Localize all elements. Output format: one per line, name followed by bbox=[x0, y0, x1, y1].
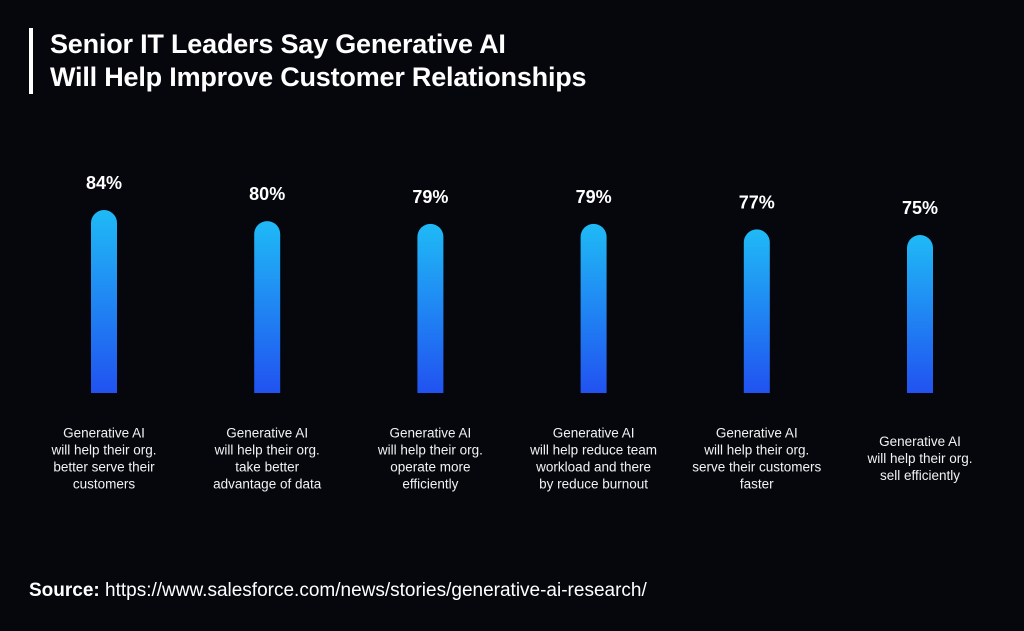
value-label: 84% bbox=[86, 173, 122, 193]
bar bbox=[417, 223, 444, 393]
category-label-line: efficiently bbox=[402, 477, 458, 492]
category-label: Generative AI will help reduce team worklo… bbox=[529, 426, 657, 492]
source-url[interactable]: https://www.salesforce.com/news/stories/… bbox=[105, 580, 647, 601]
category-label: Generative AI will help their org. serve t… bbox=[692, 426, 821, 492]
category-label-line: faster bbox=[740, 477, 774, 492]
chart-title: Senior IT Leaders Say Generative AI Will… bbox=[29, 28, 587, 94]
category-label-line: will help their org. bbox=[703, 443, 809, 458]
category-label-line: will help their org. bbox=[377, 443, 483, 458]
value-label: 79% bbox=[576, 187, 612, 207]
source-label: Source: bbox=[29, 580, 100, 601]
bar bbox=[580, 223, 607, 393]
category-label-line: advantage of data bbox=[213, 477, 322, 492]
bar-chart: 84% Generative AI will help their org. bett… bbox=[50, 173, 972, 492]
category-label-line: customers bbox=[73, 477, 136, 492]
category-label-line: Generative AI bbox=[389, 426, 471, 441]
bar bbox=[907, 234, 933, 393]
category-label-line: will help reduce team bbox=[529, 443, 657, 458]
bar bbox=[254, 221, 281, 393]
category-label: Generative AI will help their org. sell ef… bbox=[866, 434, 972, 483]
value-label: 80% bbox=[249, 184, 285, 204]
category-label: Generative AI will help their org. operate… bbox=[377, 426, 483, 492]
category-label: Generative AI will help their org. take be… bbox=[213, 426, 322, 492]
category-label-line: Generative AI bbox=[716, 426, 798, 441]
category-label-line: better serve their bbox=[53, 460, 155, 475]
bar bbox=[91, 210, 117, 393]
category-label-line: operate more bbox=[390, 460, 470, 475]
category-label-line: will help their org. bbox=[50, 443, 156, 458]
category-label-line: Generative AI bbox=[553, 426, 635, 441]
category-label-line: will help their org. bbox=[214, 443, 320, 458]
source-note: Source: https://www.salesforce.com/news/… bbox=[29, 580, 647, 602]
category-label-line: workload and there bbox=[535, 460, 651, 475]
category-label-line: Generative AI bbox=[63, 426, 145, 441]
category-label-line: Generative AI bbox=[226, 426, 308, 441]
category-label-line: by reduce burnout bbox=[539, 477, 648, 492]
title-line-2: Will Help Improve Customer Relationships bbox=[50, 62, 587, 92]
category-label-line: will help their org. bbox=[866, 451, 972, 466]
bar bbox=[743, 229, 770, 393]
value-label: 75% bbox=[902, 198, 938, 218]
category-label-line: sell efficiently bbox=[880, 468, 960, 483]
category-label-line: Generative AI bbox=[879, 434, 961, 449]
category-label-line: take better bbox=[235, 460, 299, 475]
category-label-line: serve their customers bbox=[692, 460, 821, 475]
category-label: Generative AI will help their org. better … bbox=[50, 426, 156, 492]
value-label: 79% bbox=[412, 187, 448, 207]
value-label: 77% bbox=[739, 192, 775, 212]
title-line-1: Senior IT Leaders Say Generative AI bbox=[50, 29, 506, 59]
